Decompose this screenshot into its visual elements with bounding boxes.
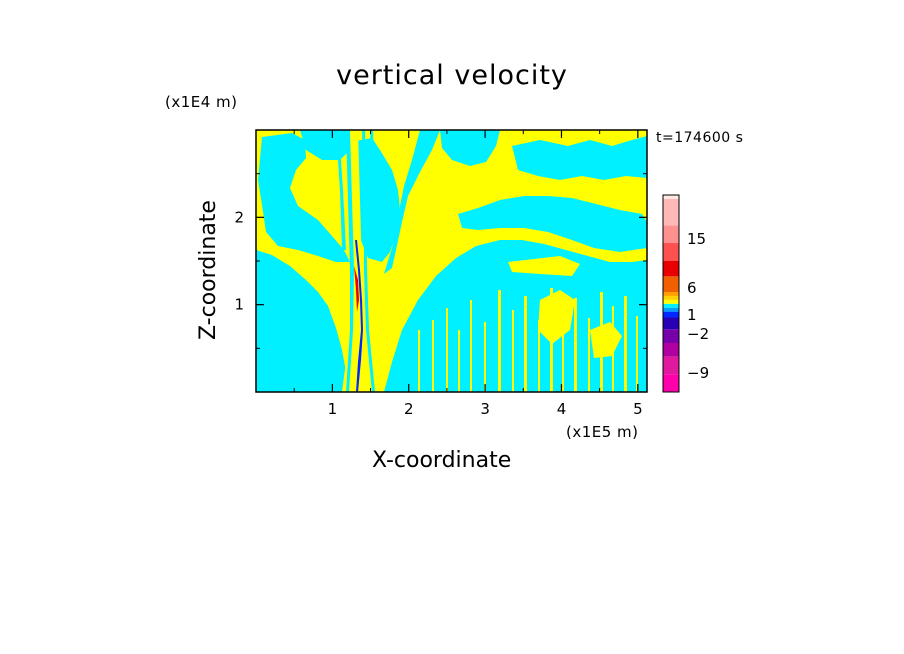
field-central-jet (336, 130, 377, 392)
x-tick-label: 2 (404, 400, 414, 418)
colorbar-tick-label: 15 (687, 230, 706, 248)
colorbar-swatch (663, 307, 679, 312)
y-tick-label: 1 (234, 296, 244, 314)
field-cyan-right-main (384, 240, 647, 392)
colorbar-swatch (663, 329, 679, 343)
colorbar-tick-label: 1 (687, 306, 697, 324)
field-cyan-top-right (512, 136, 647, 180)
heatmap-field (256, 130, 647, 392)
x-tick-label: 5 (633, 400, 643, 418)
x-tick-label: 1 (328, 400, 338, 418)
field-cyan-upper-middle (384, 130, 440, 274)
field-yellow-streaks (418, 170, 638, 392)
x-axis-unit: (x1E5 m) (566, 423, 639, 441)
colorbar-swatch (663, 342, 679, 357)
colorbar-tick-label: 6 (687, 279, 697, 297)
colorbar-swatch (663, 195, 679, 199)
colorbar-swatch (663, 303, 679, 308)
colorbar-swatch (663, 295, 679, 300)
x-axis-ticks: 1 2 3 4 5 (293, 130, 643, 418)
colorbar-swatch (663, 292, 679, 296)
colorbar-tick-label: −2 (687, 325, 709, 343)
colorbar-frame (662, 194, 680, 393)
colorbar-swatch (663, 225, 679, 244)
y-axis-ticks: 12 (234, 173, 647, 349)
field-cyan-left-lower (256, 250, 350, 392)
y-tick-label: 2 (234, 208, 244, 226)
colorbar-swatch (663, 299, 679, 304)
colorbar-swatch (663, 317, 679, 330)
colorbar-swatch (663, 260, 679, 277)
colorbar-swatch (663, 198, 679, 226)
time-label: t=174600 s (656, 130, 744, 146)
colorbar-swatch (663, 356, 679, 375)
colorbar-swatch (663, 243, 679, 261)
colorbar-ticks: 15 6 1−2 −9 (687, 230, 709, 382)
field-cyan-right-upper (458, 196, 647, 252)
x-tick-label: 3 (480, 400, 490, 418)
field-cyan-top-mid (440, 130, 500, 166)
y-axis-unit: (x1E4 m) (165, 93, 238, 111)
x-tick-label: 4 (557, 400, 567, 418)
colorbar-tick-label: −9 (687, 364, 709, 382)
x-axis-label: X-coordinate (372, 448, 512, 473)
colorbar-swatch (663, 311, 679, 318)
chart-title: vertical velocity (336, 60, 568, 91)
colorbar (663, 195, 679, 392)
colorbar-swatch (663, 276, 679, 293)
field-cyan-left-upper (258, 133, 350, 262)
colorbar-swatch (663, 374, 679, 392)
